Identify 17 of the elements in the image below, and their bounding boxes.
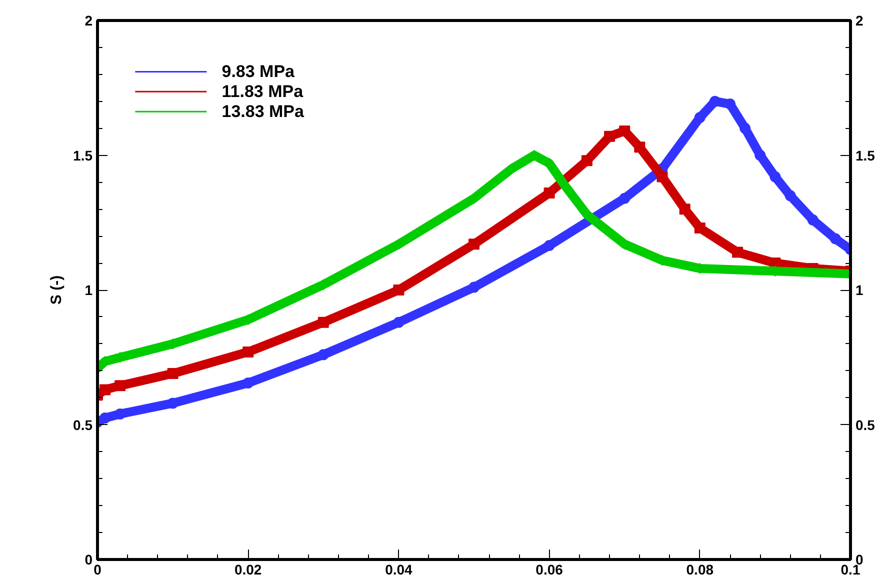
y-tick-label: 1.5 <box>73 147 93 164</box>
x-tick-label: 0.08 <box>686 562 714 578</box>
y2-tick-label: 1.5 <box>856 147 876 164</box>
x-tick-label: 0.02 <box>234 562 262 578</box>
y-tick-label: 1 <box>84 282 93 298</box>
y2-tick-label: 0.5 <box>856 416 876 433</box>
legend-label: 13.83 MPa <box>222 102 305 122</box>
y-axis-title: S (-) <box>48 275 66 305</box>
y2-tick-label: 2 <box>856 12 864 28</box>
y-tick-label: 0.5 <box>73 416 93 433</box>
x-tick-label: 0.06 <box>536 562 564 578</box>
legend-label: 11.83 MPa <box>222 82 304 102</box>
y-tick-label: 2 <box>84 12 93 28</box>
y-tick-label: 0 <box>84 552 93 568</box>
x-tick-label: 0.04 <box>385 562 413 578</box>
y2-tick-label: 1 <box>856 282 864 298</box>
legend-label: 9.83 MPa <box>222 62 296 82</box>
